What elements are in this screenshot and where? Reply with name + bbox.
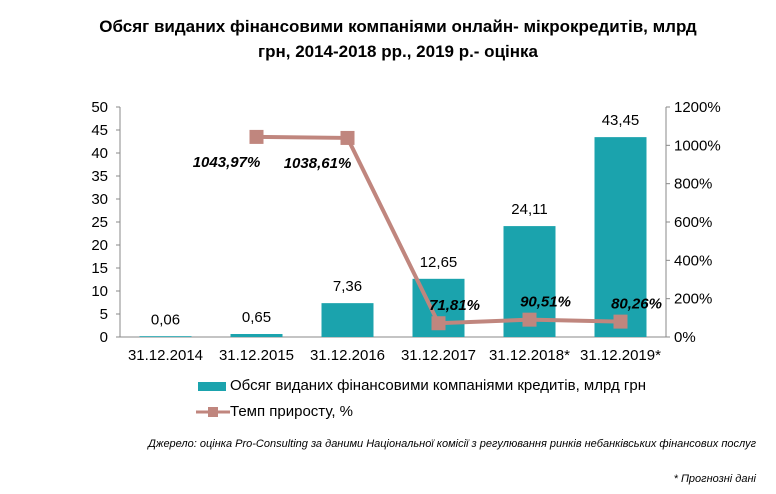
right-axis-tick-label: 400% (674, 252, 712, 269)
left-axis-tick-label: 40 (91, 145, 108, 162)
growth-value-label: 80,26% (611, 296, 662, 313)
bar-value-label: 24,11 (511, 201, 547, 218)
left-axis-tick-label: 20 (91, 237, 108, 254)
left-axis-tick-label: 35 (91, 168, 108, 185)
left-axis-tick-label: 10 (91, 283, 108, 300)
legend-label-line: Темп приросту, % (230, 403, 354, 420)
left-axis-tick-label: 15 (91, 260, 108, 277)
bar (230, 334, 283, 337)
x-axis-tick-label: 31.12.2017 (401, 347, 476, 364)
growth-value-label: 71,81% (429, 297, 480, 314)
right-axis-tick-label: 0% (674, 329, 696, 346)
source-note: Джерело: оцінка Pro-Consulting за даними… (148, 438, 756, 450)
growth-value-label: 1038,61% (284, 155, 352, 172)
x-axis-tick-label: 31.12.2016 (310, 347, 385, 364)
growth-marker (431, 316, 446, 331)
legend-item-line: Темп приросту, % (196, 403, 353, 420)
left-axis-tick-label: 0 (100, 329, 108, 346)
right-axis-tick-label: 1000% (674, 137, 721, 154)
legend-bar-swatch (198, 381, 226, 391)
bar-value-label: 7,36 (333, 278, 362, 295)
growth-value-label: 90,51% (520, 294, 571, 311)
growth-marker (522, 312, 537, 327)
bar-value-label: 0,06 (151, 312, 180, 329)
bar (139, 336, 192, 337)
forecast-note: * Прогнозні дані (673, 473, 756, 485)
growth-value-label: 1043,97% (193, 154, 261, 171)
growth-marker (249, 129, 264, 144)
left-axis-tick-label: 30 (91, 191, 108, 208)
chart-title-line-2: грн, 2014-2018 рр., 2019 р.- оцінка (258, 42, 538, 61)
right-axis-tick-label: 1200% (674, 99, 721, 116)
bar-value-label: 43,45 (602, 112, 640, 129)
chart-title-line-1: Обсяг виданих фінансовими компаніями онл… (99, 17, 697, 36)
left-axis-tick-label: 50 (91, 99, 108, 116)
growth-marker (613, 314, 628, 329)
x-axis-tick-label: 31.12.2018* (489, 347, 570, 364)
growth-marker (340, 130, 355, 145)
bar (321, 303, 374, 337)
x-axis-tick-label: 31.12.2019* (580, 347, 661, 364)
legend-item-bar: Обсяг виданих фінансовими компаніями кре… (196, 377, 646, 394)
bar (594, 137, 647, 337)
bar-value-label: 12,65 (420, 254, 458, 271)
right-axis-tick-label: 800% (674, 176, 712, 193)
chart-title: Обсяг виданих фінансовими компаніями онл… (40, 14, 756, 64)
x-axis-tick-label: 31.12.2014 (128, 347, 203, 364)
x-axis-tick-label: 31.12.2015 (219, 347, 294, 364)
legend-line-swatch (196, 406, 230, 417)
left-axis-tick-label: 5 (100, 306, 108, 323)
legend-label-bar: Обсяг виданих фінансовими компаніями кре… (230, 377, 647, 394)
left-axis-tick-label: 25 (91, 214, 108, 231)
bar-value-label: 0,65 (242, 309, 271, 326)
right-axis-tick-label: 600% (674, 214, 712, 231)
left-axis-tick-label: 45 (91, 122, 108, 139)
right-axis-tick-label: 200% (674, 291, 712, 308)
